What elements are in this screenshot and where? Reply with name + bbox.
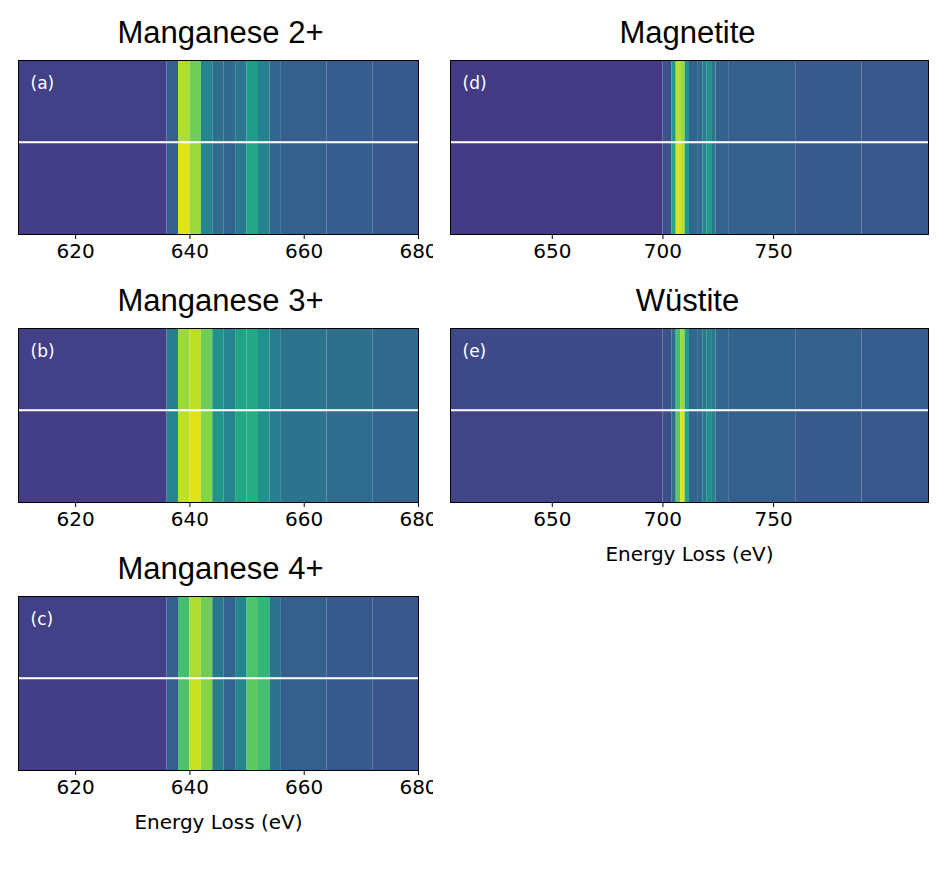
svg-text:620: 620 (57, 775, 95, 799)
html-text:Manganese 2+: Manganese 2+ (117, 15, 324, 50)
svg-text:Energy Loss (eV): Energy Loss (eV) (134, 810, 302, 834)
svg-text:(a): (a) (31, 73, 55, 93)
svg-text:680: 680 (399, 775, 433, 799)
svg-text:700: 700 (644, 507, 682, 531)
svg-text:(e): (e) (463, 341, 487, 361)
html-text:Manganese 3+: Manganese 3+ (117, 283, 324, 318)
html-text:Manganese 4+: Manganese 4+ (117, 551, 324, 586)
svg-text:660: 660 (285, 775, 323, 799)
svg-text:(d): (d) (463, 73, 487, 93)
svg-text:620: 620 (57, 239, 95, 263)
html-text:Wüstite: Wüstite (635, 283, 740, 318)
svg-text:680: 680 (399, 239, 433, 263)
svg-text:750: 750 (754, 239, 792, 263)
svg-text:640: 640 (171, 775, 209, 799)
svg-text:700: 700 (644, 239, 682, 263)
svg-text:Energy Loss (eV): Energy Loss (eV) (605, 542, 773, 566)
svg-text:(b): (b) (31, 341, 55, 361)
svg-text:660: 660 (285, 507, 323, 531)
svg-text:640: 640 (171, 507, 209, 531)
svg-text:680: 680 (399, 507, 433, 531)
svg-text:620: 620 (57, 507, 95, 531)
svg-text:750: 750 (754, 507, 792, 531)
svg-text:640: 640 (171, 239, 209, 263)
svg-text:660: 660 (285, 239, 323, 263)
html-text:Magnetite: Magnetite (619, 15, 756, 50)
svg-text:650: 650 (533, 507, 571, 531)
svg-text:650: 650 (533, 239, 571, 263)
svg-text:(c): (c) (31, 609, 54, 629)
